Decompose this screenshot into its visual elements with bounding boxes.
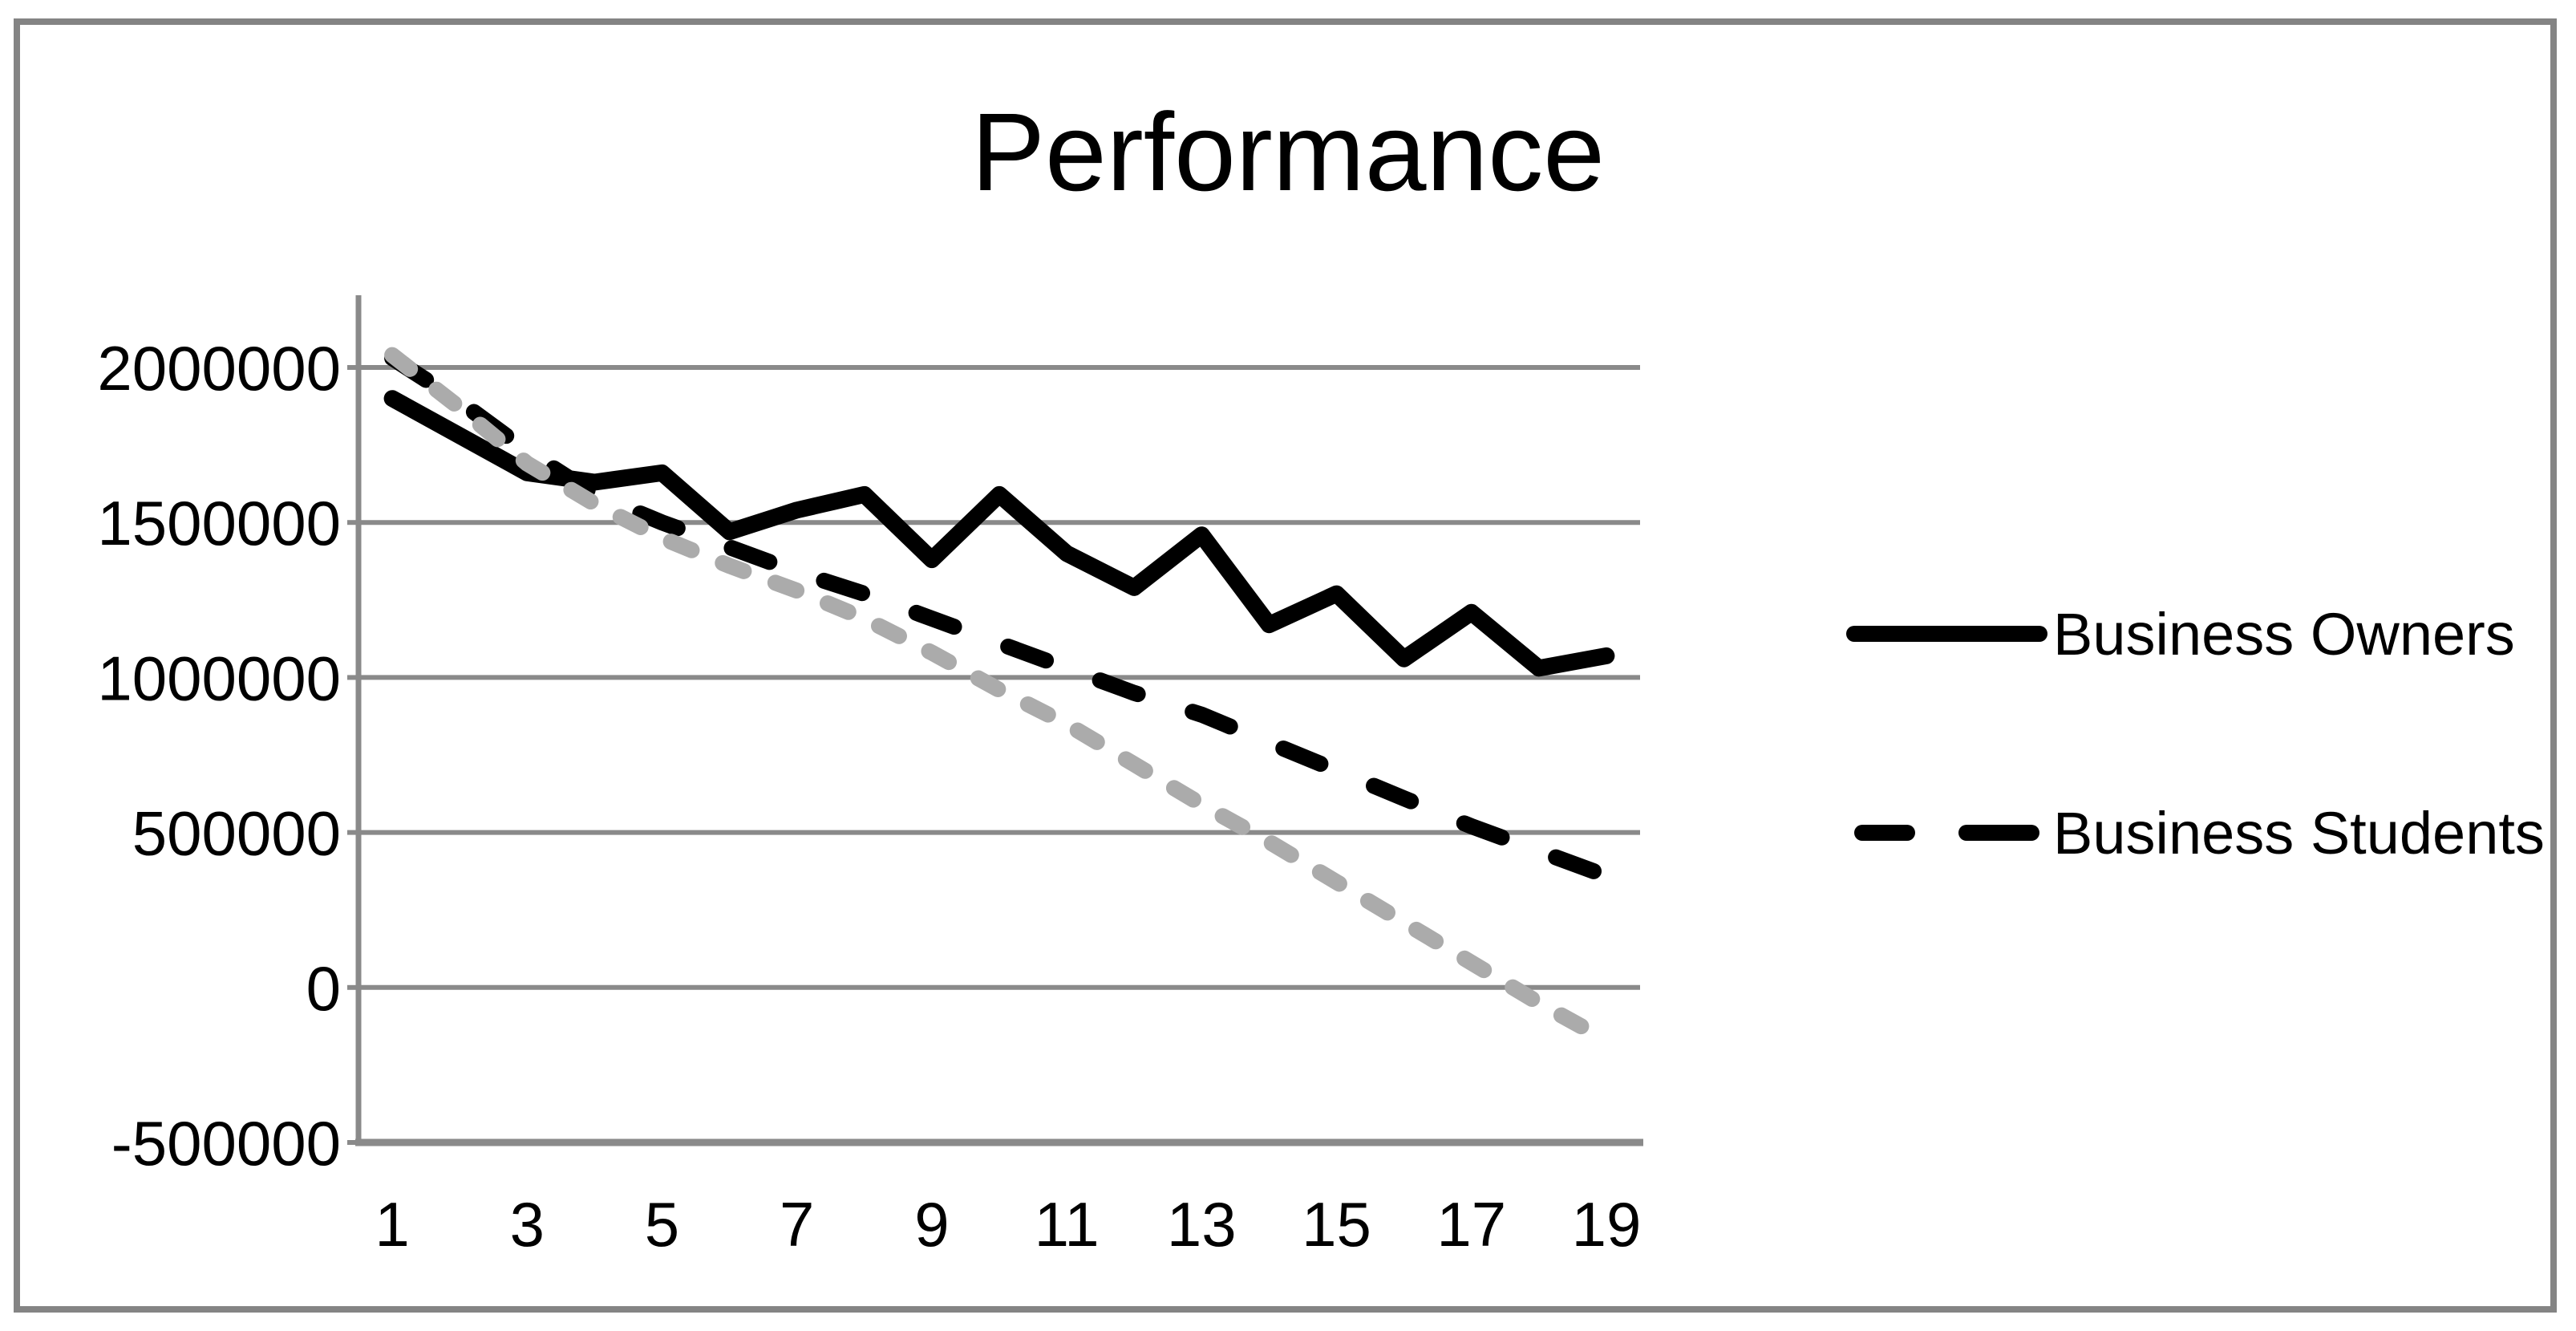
y-axis-tick-label: 0 — [306, 953, 341, 1024]
y-axis-tick-label: 2000000 — [97, 333, 341, 404]
x-axis-tick-label: 15 — [1302, 1189, 1371, 1260]
legend: Business Owners Business Students — [1846, 601, 2545, 866]
x-axis-tick-label: 7 — [780, 1189, 814, 1260]
legend-label: Business Students — [2053, 800, 2545, 866]
legend-label: Business Owners — [2053, 601, 2515, 668]
gridlines — [347, 365, 1640, 1145]
legend-item-business-owners[interactable]: Business Owners — [1846, 601, 2515, 668]
y-axis-labels: 2000000 1500000 1000000 500000 0 -500000 — [97, 333, 341, 1179]
x-axis-tick-label: 1 — [375, 1189, 409, 1260]
x-axis-tick-label: 19 — [1572, 1189, 1642, 1260]
x-axis-labels: 1 3 5 7 9 11 13 15 17 19 — [375, 1189, 1641, 1260]
series-line-business-owners[interactable] — [383, 390, 1615, 677]
x-axis-tick-label: 9 — [914, 1189, 949, 1260]
series-line-business-students[interactable] — [384, 350, 1614, 884]
y-axis-tick-label: 1000000 — [97, 643, 341, 713]
legend-item-business-students[interactable]: Business Students — [1854, 800, 2545, 866]
x-axis-tick-label: 5 — [645, 1189, 679, 1260]
chart-title: Performance — [971, 91, 1605, 214]
chart-outer-border — [14, 18, 2557, 1313]
y-axis-tick-label: 1500000 — [97, 488, 341, 558]
x-axis-tick-label: 13 — [1167, 1189, 1237, 1260]
y-axis-tick-label: -500000 — [111, 1108, 341, 1179]
plot-series — [383, 347, 1615, 1049]
x-axis-tick-label: 3 — [510, 1189, 545, 1260]
x-axis-tick-label: 11 — [1035, 1189, 1100, 1260]
series-line-unlabeled-gray[interactable] — [384, 347, 1614, 1049]
y-axis-tick-label: 500000 — [132, 798, 341, 869]
x-axis-tick-label: 17 — [1436, 1189, 1506, 1260]
